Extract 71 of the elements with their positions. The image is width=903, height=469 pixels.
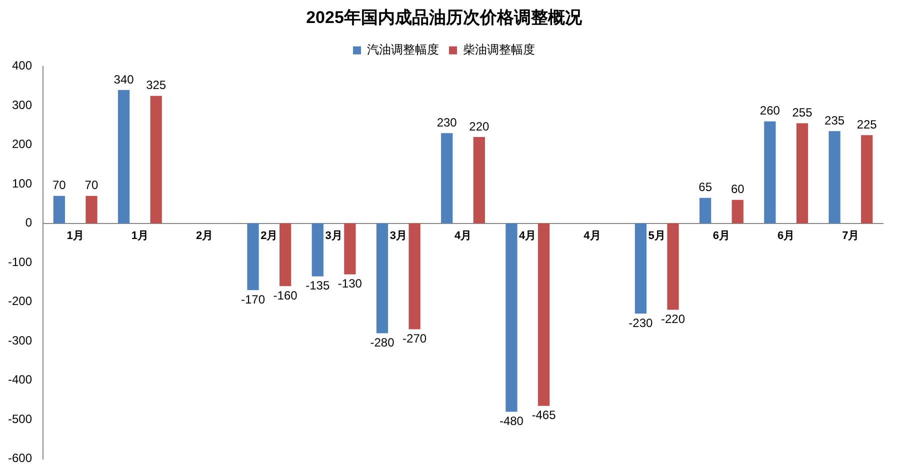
bar: [667, 223, 679, 310]
bar: [344, 223, 356, 274]
x-tick-label: 3月: [325, 230, 342, 242]
bar: [699, 198, 712, 224]
y-tick-label: 0: [25, 216, 32, 230]
bar: [861, 135, 873, 224]
data-label: -170: [241, 292, 266, 306]
x-tick-label: 7月: [842, 230, 860, 242]
bar: [473, 137, 485, 224]
y-tick-label: 200: [12, 137, 32, 152]
data-label: 255: [792, 106, 813, 120]
data-label: -280: [370, 336, 395, 350]
data-label: 60: [730, 182, 745, 196]
bar: [150, 96, 162, 224]
data-label: -230: [628, 316, 654, 330]
data-label: 340: [114, 72, 134, 86]
x-tick-label: 3月: [390, 230, 407, 242]
y-tick-label: -600: [8, 451, 32, 466]
y-tick-label: 300: [12, 98, 32, 112]
x-tick-label: 1月: [66, 230, 84, 242]
legend-label: 汽油调整幅度: [367, 42, 439, 57]
x-tick-label: 4月: [584, 230, 601, 242]
data-label: 235: [824, 113, 845, 128]
x-tick-label: 4月: [519, 230, 536, 242]
y-tick-label: -200: [8, 294, 32, 308]
bar: [732, 200, 744, 224]
x-tick-label: 6月: [778, 230, 795, 242]
data-label: -480: [499, 414, 524, 428]
bar: [441, 133, 453, 224]
data-label: -130: [338, 276, 362, 291]
data-label: 260: [760, 104, 780, 118]
bar: [828, 131, 840, 224]
bar: [408, 223, 420, 330]
data-label: -465: [532, 408, 556, 422]
data-label: 230: [436, 115, 458, 130]
legend-label: 柴油调整幅度: [463, 42, 535, 57]
x-tick-label: 6月: [712, 230, 730, 242]
data-label: 325: [146, 78, 166, 92]
bar: [764, 121, 776, 224]
bar: [247, 223, 259, 290]
y-tick-label: -400: [8, 372, 32, 387]
data-label: 225: [856, 117, 878, 132]
data-label: -160: [273, 288, 298, 302]
x-tick-label: 5月: [648, 230, 666, 242]
data-label: -270: [402, 332, 427, 346]
data-label: 70: [52, 178, 66, 192]
x-tick-label: 2月: [196, 230, 214, 242]
bar: [280, 223, 292, 286]
data-label: 220: [469, 119, 490, 134]
y-tick-label: -300: [8, 333, 32, 348]
y-tick-label: 400: [12, 58, 32, 73]
data-label: -220: [660, 312, 686, 326]
bar: [86, 196, 98, 224]
x-tick-label: 1月: [131, 230, 148, 242]
data-label: -135: [306, 278, 330, 293]
bar: [538, 223, 550, 406]
bar: [53, 196, 65, 224]
y-tick-label: -100: [8, 254, 32, 269]
x-tick-label: 2月: [260, 230, 278, 242]
data-label: 65: [698, 180, 712, 194]
y-tick-label: 100: [12, 176, 32, 190]
bar: [376, 223, 388, 334]
data-label: 70: [84, 178, 98, 192]
bar: [506, 223, 518, 412]
x-tick-label: 4月: [454, 230, 472, 242]
bar: [118, 90, 130, 224]
y-tick-label: -500: [8, 412, 32, 426]
bar: [796, 123, 808, 224]
bar: [634, 223, 647, 314]
bar: [312, 223, 324, 276]
chart-title: 2025年国内成品油历次价格调整概况: [306, 8, 583, 27]
